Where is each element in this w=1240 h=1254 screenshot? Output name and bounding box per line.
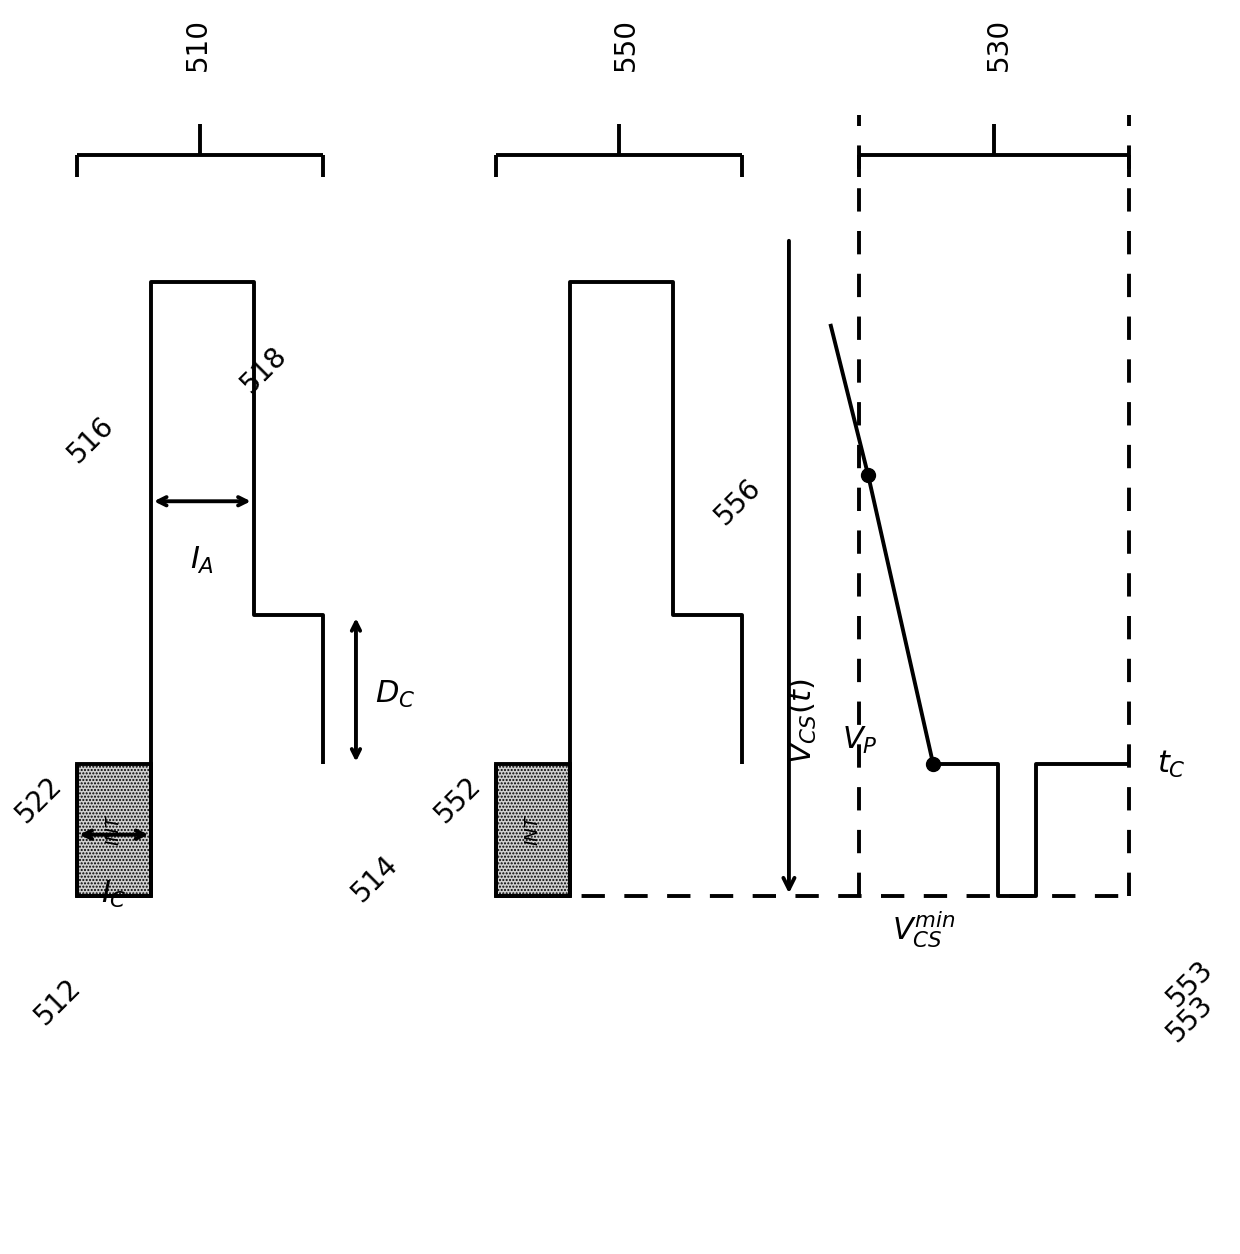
Text: INT: INT: [105, 815, 123, 845]
Text: 516: 516: [62, 411, 119, 469]
Text: $V_P$: $V_P$: [842, 725, 878, 756]
Bar: [77, 765, 151, 897]
Bar: [496, 765, 570, 897]
Text: 553: 553: [1162, 991, 1219, 1047]
Text: $I_A$: $I_A$: [190, 545, 215, 577]
Text: $V_{CS}^{min}$: $V_{CS}^{min}$: [892, 909, 956, 949]
Text: 512: 512: [30, 973, 87, 1030]
Text: $D_C$: $D_C$: [374, 678, 415, 710]
Bar: [77, 765, 151, 897]
Text: $t_C$: $t_C$: [1157, 749, 1185, 780]
Bar: [496, 765, 570, 897]
Text: $I_C$: $I_C$: [100, 879, 126, 909]
Text: $V_{CS}(t)$: $V_{CS}(t)$: [787, 680, 818, 765]
Text: 553: 553: [1162, 956, 1219, 1012]
Text: 518: 518: [234, 341, 293, 399]
Text: INT: INT: [523, 815, 542, 845]
Text: 530: 530: [985, 19, 1012, 71]
Text: 550: 550: [613, 19, 640, 71]
Text: 556: 556: [709, 473, 768, 530]
Text: 510: 510: [184, 19, 212, 71]
Text: 522: 522: [11, 771, 68, 828]
Text: 552: 552: [430, 771, 487, 828]
Text: 514: 514: [347, 850, 404, 907]
